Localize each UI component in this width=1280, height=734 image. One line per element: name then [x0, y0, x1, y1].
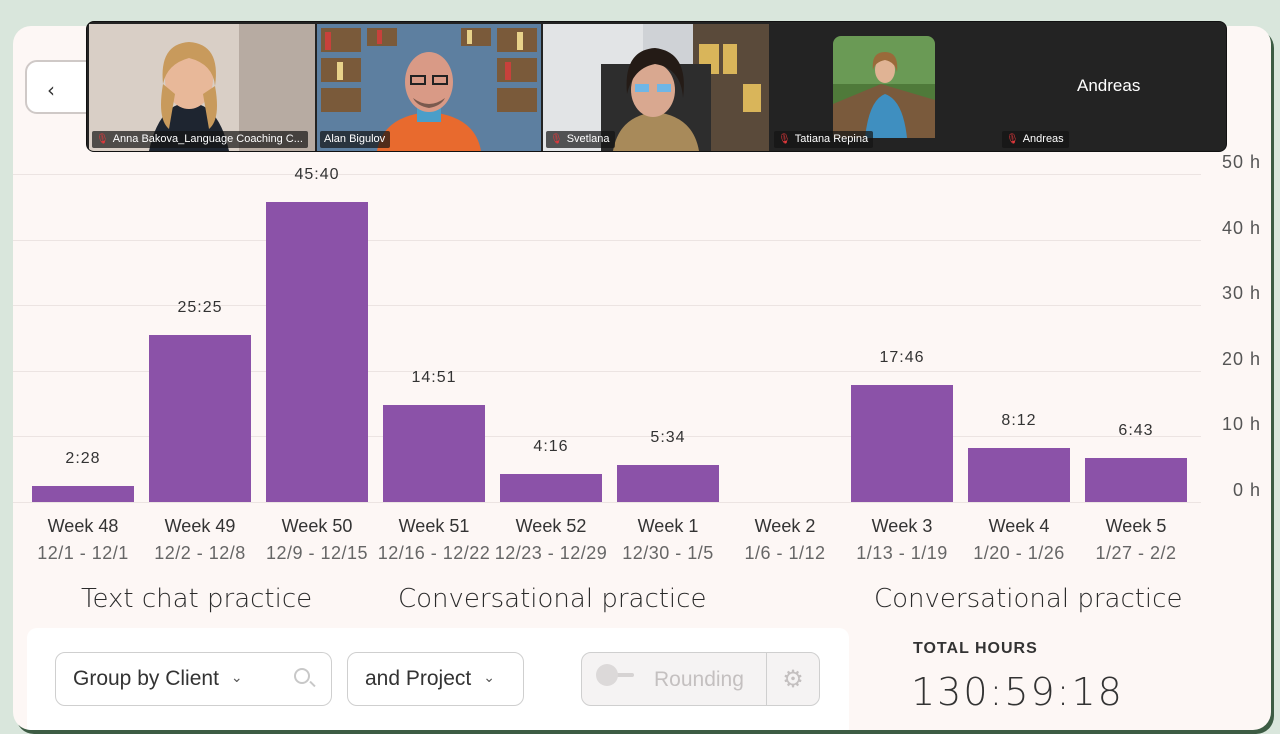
bar-value-label: 8:12	[1001, 412, 1037, 430]
hours-bar-chart: 0 h 10 h 20 h 30 h 40 h 50 h 2:28 Week 48 12/1 -…	[13, 26, 1271, 730]
x-date-range-label: 1/6 - 1/12	[744, 543, 826, 563]
y-tick-label: 20 h	[1221, 348, 1261, 369]
gridline	[13, 502, 1201, 503]
participant-name-tag: Alan Bigulov	[320, 131, 391, 148]
total-hours-value: 130:59:18	[911, 670, 1124, 714]
x-category-label: Week 49	[164, 516, 236, 536]
search-icon	[294, 668, 310, 684]
mic-muted-icon: 🎙	[778, 134, 791, 145]
x-category-label: Week 4	[988, 516, 1050, 536]
x-category-label: Week 50	[281, 516, 353, 536]
participant-name-tag: 🎙 Svetlana	[546, 131, 615, 148]
bar-week-51[interactable]	[383, 404, 485, 502]
gridline	[13, 370, 1201, 372]
chevron-down-icon: ⌄	[483, 669, 495, 685]
participant-name: Tatiana Repina	[794, 133, 869, 145]
search-button[interactable]	[276, 652, 332, 706]
x-category-label: Week 48	[47, 516, 119, 536]
participant-name: Andreas	[1022, 133, 1064, 145]
participant-tile-5[interactable]: 🎙 Andreas	[999, 24, 1226, 151]
x-category-label: Week 1	[637, 516, 699, 536]
bar-value-label: 45:40	[294, 166, 340, 184]
bar-value-label: 14:51	[411, 368, 457, 386]
x-date-range-label: 12/16 - 12/22	[377, 543, 491, 563]
x-category-label: Week 52	[515, 516, 587, 536]
gridline	[13, 436, 1201, 438]
and-project-label: and Project	[365, 667, 472, 690]
bar-value-label: 17:46	[879, 349, 925, 367]
total-hours-title: TOTAL HOURS	[913, 640, 1038, 657]
rounding-toggle[interactable]: Rounding	[581, 652, 767, 706]
mic-muted-icon: 🎙	[96, 134, 109, 145]
mic-muted-icon: 🎙	[550, 134, 563, 145]
annotation-text-chat: Text chat practice	[81, 584, 313, 614]
x-date-range-label: 12/9 - 12/15	[265, 543, 369, 563]
x-category-label: Week 2	[754, 516, 816, 536]
annotation-conversational-2: Conversational practice	[874, 584, 1183, 614]
bar-week-4[interactable]	[968, 448, 1070, 502]
gridline	[13, 174, 1201, 175]
x-date-range-label: 12/23 - 12/29	[494, 543, 608, 563]
rounding-settings-button[interactable]: ⚙	[766, 652, 820, 706]
participant-video	[771, 24, 997, 151]
participant-tile-1[interactable]: 🎙 Anna Bakova_Language Coaching C...	[89, 24, 315, 151]
participant-tile-4[interactable]: 🎙 Tatiana Repina	[771, 24, 997, 151]
participant-name-tag: 🎙 Tatiana Repina	[774, 131, 874, 148]
participant-display-name: Andreas	[1077, 76, 1141, 95]
mic-muted-icon: 🎙	[1006, 134, 1019, 145]
bar-week-1[interactable]	[617, 465, 719, 502]
rounding-label: Rounding	[654, 668, 744, 691]
video-participants-strip: 🎙 Anna Bakova_Language Coaching C... Alan…	[86, 21, 1227, 152]
gear-icon: ⚙	[782, 665, 804, 693]
annotation-conversational-1: Conversational practice	[398, 584, 707, 614]
chevron-left-icon: ‹	[47, 78, 55, 102]
x-date-range-label: 12/2 - 12/8	[154, 543, 246, 563]
bar-week-49[interactable]	[149, 335, 251, 502]
bar-value-label: 25:25	[177, 299, 223, 317]
bar-week-50[interactable]	[266, 202, 368, 502]
participant-tile-2[interactable]: Alan Bigulov	[317, 24, 541, 151]
participant-name: Svetlana	[566, 133, 610, 145]
x-category-label: Week 51	[398, 516, 470, 536]
chevron-down-icon: ⌄	[230, 669, 243, 685]
participant-name-tag: 🎙 Anna Bakova_Language Coaching C...	[92, 131, 308, 148]
y-tick-label: 50 h	[1221, 152, 1261, 172]
group-by-client-label: Group by Client	[73, 667, 219, 690]
and-project-select[interactable]: and Project ⌄	[347, 652, 524, 706]
y-tick-label: 40 h	[1221, 217, 1261, 238]
participant-video	[317, 24, 541, 151]
report-controls: Group by Client ⌄ and Project ⌄ Rounding ⚙	[27, 628, 849, 730]
x-date-range-label: 12/1 - 12/1	[37, 543, 129, 563]
x-category-label: Week 5	[1105, 516, 1167, 536]
y-tick-label: 10 h	[1221, 414, 1261, 435]
participant-name-tag: 🎙 Andreas	[1002, 131, 1069, 148]
participant-name: Alan Bigulov	[324, 133, 386, 145]
participant-name: Anna Bakova_Language Coaching C...	[112, 133, 303, 145]
x-date-range-label: 1/20 - 1/26	[973, 543, 1065, 563]
x-date-range-label: 12/30 - 1/5	[622, 543, 714, 563]
bar-week-3[interactable]	[851, 385, 953, 502]
bar-week-5[interactable]	[1085, 457, 1187, 502]
participant-video	[543, 24, 769, 151]
bar-week-52[interactable]	[500, 474, 602, 502]
gridline	[13, 305, 1201, 307]
participant-tile-3[interactable]: 🎙 Svetlana	[543, 24, 769, 151]
x-date-range-label: 1/13 - 1/19	[856, 543, 948, 563]
gridline	[13, 239, 1201, 241]
group-by-client-select[interactable]: Group by Client ⌄	[55, 652, 277, 706]
x-date-range-label: 1/27 - 2/2	[1095, 543, 1177, 563]
bar-value-label: 4:16	[533, 438, 569, 455]
y-tick-label: 30 h	[1221, 283, 1261, 304]
toggle-knob	[596, 664, 618, 686]
bar-week-48[interactable]	[32, 485, 134, 502]
bar-value-label: 5:34	[650, 429, 686, 447]
y-tick-label: 0 h	[1232, 480, 1261, 500]
bar-value-label: 6:43	[1118, 421, 1154, 439]
participant-video	[89, 24, 315, 151]
bar-value-label: 2:28	[65, 449, 101, 467]
x-category-label: Week 3	[871, 516, 933, 536]
